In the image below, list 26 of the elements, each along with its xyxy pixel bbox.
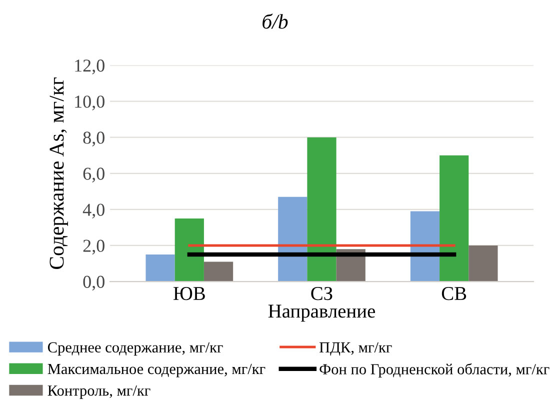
chart-title: б/b xyxy=(262,14,288,29)
x-tick-label: СВ xyxy=(442,287,466,300)
legend-label: Фон по Гродненской области, мг/кг xyxy=(320,363,550,378)
bar xyxy=(174,218,204,282)
x-tick-label: ЮВ xyxy=(173,287,205,300)
x-tick-label: СЗ xyxy=(311,286,332,300)
bar xyxy=(278,196,308,282)
y-tick-label: 4,0 xyxy=(82,204,104,218)
bar xyxy=(468,245,498,282)
y-tick-label: 6,0 xyxy=(83,168,104,182)
legend-label: Максимальное содержание, мг/кг xyxy=(48,364,266,378)
y-tick-label: 10,0 xyxy=(75,96,104,110)
legend-label: ПДК, мг/кг xyxy=(319,342,392,356)
bar xyxy=(410,211,440,282)
bar xyxy=(307,137,336,282)
y-tick-label: 2,0 xyxy=(83,240,104,255)
y-tick-label: 8,0 xyxy=(83,132,104,146)
y-tick-label: 0,0 xyxy=(83,276,104,291)
y-axis-title: Содержание As, мг/кг xyxy=(50,77,68,270)
x-axis-title: Направление xyxy=(268,304,375,322)
legend-label: Среднее содержание, мг/кг xyxy=(48,342,223,356)
bar xyxy=(204,262,234,282)
y-tick-label: 12,0 xyxy=(75,60,104,74)
bar xyxy=(440,155,469,282)
bar xyxy=(146,254,175,282)
legend-label: Контроль, мг/кг xyxy=(48,386,150,399)
